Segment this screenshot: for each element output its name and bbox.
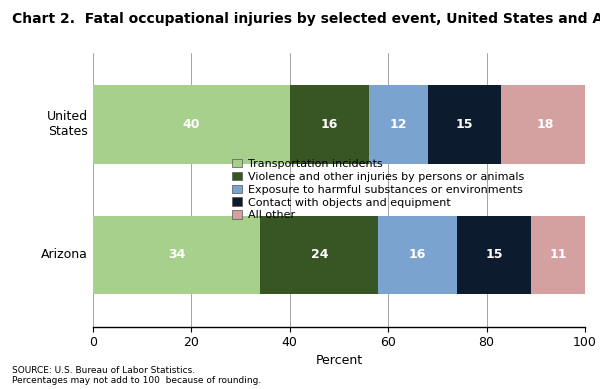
Bar [93, 85, 290, 163]
Text: 24: 24 [311, 249, 328, 261]
Bar [290, 85, 368, 163]
Text: 40: 40 [182, 118, 200, 131]
Bar [457, 216, 531, 294]
Bar [502, 85, 590, 163]
Bar [379, 216, 457, 294]
Text: Chart 2.  Fatal occupational injuries by selected event, United States and Arizo: Chart 2. Fatal occupational injuries by … [12, 12, 600, 26]
Bar [531, 216, 585, 294]
X-axis label: Percent: Percent [316, 354, 362, 367]
Bar [428, 85, 502, 163]
Text: 15: 15 [485, 249, 503, 261]
Text: 15: 15 [456, 118, 473, 131]
Text: 34: 34 [168, 249, 185, 261]
Text: 18: 18 [537, 118, 554, 131]
Legend: Transportation incidents, Violence and other injuries by persons or animals, Exp: Transportation incidents, Violence and o… [232, 159, 524, 221]
Text: 12: 12 [389, 118, 407, 131]
Bar [93, 216, 260, 294]
Text: 16: 16 [409, 249, 427, 261]
Text: 11: 11 [549, 249, 566, 261]
Text: 16: 16 [320, 118, 338, 131]
Bar [368, 85, 428, 163]
Text: SOURCE: U.S. Bureau of Labor Statistics.
Percentages may not add to 100  because: SOURCE: U.S. Bureau of Labor Statistics.… [12, 366, 261, 385]
Bar [260, 216, 379, 294]
